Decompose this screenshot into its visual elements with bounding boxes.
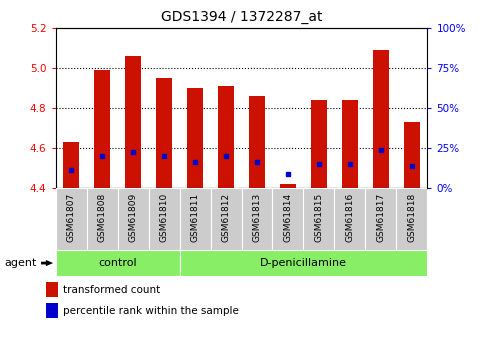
Bar — [56, 250, 180, 276]
Bar — [180, 188, 211, 250]
Text: GSM61816: GSM61816 — [345, 193, 355, 242]
Text: percentile rank within the sample: percentile rank within the sample — [63, 306, 239, 315]
Bar — [311, 100, 327, 188]
Bar — [117, 188, 149, 250]
Text: agent: agent — [5, 258, 37, 268]
Bar — [373, 50, 389, 188]
Text: control: control — [98, 258, 137, 268]
Bar — [187, 88, 203, 188]
Bar — [86, 188, 117, 250]
Bar — [272, 188, 303, 250]
Text: GDS1394 / 1372287_at: GDS1394 / 1372287_at — [161, 10, 322, 24]
Bar — [56, 188, 86, 250]
Text: GSM61817: GSM61817 — [376, 193, 385, 242]
Bar — [397, 188, 427, 250]
Text: GSM61813: GSM61813 — [253, 193, 261, 242]
Text: GSM61811: GSM61811 — [190, 193, 199, 242]
Text: GSM61812: GSM61812 — [222, 193, 230, 242]
Bar — [303, 188, 334, 250]
Text: GSM61809: GSM61809 — [128, 193, 138, 242]
Bar — [242, 188, 272, 250]
Bar — [218, 86, 234, 188]
Text: GSM61814: GSM61814 — [284, 193, 293, 242]
Text: transformed count: transformed count — [63, 285, 160, 295]
Bar — [366, 188, 397, 250]
Text: GSM61810: GSM61810 — [159, 193, 169, 242]
Bar — [149, 188, 180, 250]
Bar — [156, 78, 172, 188]
Bar — [180, 250, 427, 276]
Bar — [211, 188, 242, 250]
Text: GSM61818: GSM61818 — [408, 193, 416, 242]
Bar — [249, 96, 265, 188]
Text: GSM61808: GSM61808 — [98, 193, 107, 242]
Bar — [63, 142, 79, 188]
Bar — [280, 184, 296, 188]
Bar — [342, 100, 358, 188]
Bar — [46, 282, 58, 297]
Text: GSM61807: GSM61807 — [67, 193, 75, 242]
Bar — [46, 303, 58, 317]
Bar — [334, 188, 366, 250]
Bar — [404, 122, 420, 188]
Text: D-penicillamine: D-penicillamine — [260, 258, 347, 268]
Text: GSM61815: GSM61815 — [314, 193, 324, 242]
Bar — [94, 70, 110, 188]
Bar — [125, 56, 141, 188]
